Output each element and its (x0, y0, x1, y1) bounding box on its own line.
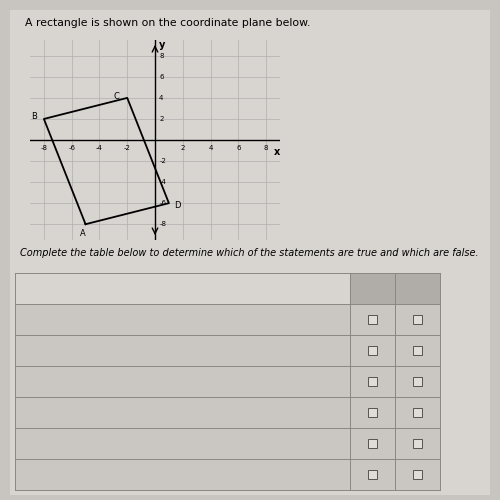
Text: x: x (274, 148, 280, 158)
Text: 4: 4 (208, 146, 212, 152)
Text: -6: -6 (68, 146, 75, 152)
Text: False: False (404, 284, 430, 292)
Text: 4: 4 (159, 95, 164, 101)
Text: 8: 8 (159, 53, 164, 59)
Text: True: True (362, 284, 384, 292)
Text: D: D (174, 201, 181, 210)
Text: C: C (113, 92, 119, 102)
Text: The value of the area is 60 square units.: The value of the area is 60 square units… (20, 439, 195, 448)
Text: 6: 6 (159, 74, 164, 80)
Text: y: y (159, 40, 166, 50)
Text: -8: -8 (40, 146, 48, 152)
Text: 8: 8 (264, 146, 268, 152)
Text: 6: 6 (236, 146, 240, 152)
Text: -2: -2 (124, 146, 130, 152)
Text: Complete the table below to determine which of the statements are true and which: Complete the table below to determine wh… (20, 248, 478, 258)
Text: -4: -4 (96, 146, 103, 152)
Text: 2: 2 (180, 146, 185, 152)
Text: -6: -6 (159, 200, 166, 206)
Text: The value of BC is 7.2 units.: The value of BC is 7.2 units. (20, 346, 141, 354)
Text: -4: -4 (159, 179, 166, 185)
Text: The value of the perimeter is 33.4 units.: The value of the perimeter is 33.4 units… (20, 377, 194, 386)
Text: -2: -2 (159, 158, 166, 164)
Text: 2: 2 (159, 116, 164, 122)
Text: A: A (80, 230, 86, 238)
Text: -8: -8 (159, 221, 166, 227)
Text: A rectangle is shown on the coordinate plane below.: A rectangle is shown on the coordinate p… (25, 18, 310, 28)
Text: B: B (31, 112, 37, 122)
Text: The value of the perimeter is 30 units.: The value of the perimeter is 30 units. (20, 408, 186, 417)
Text: The value of AB is 9.5 units.: The value of AB is 9.5 units. (20, 314, 141, 324)
Text: The value of the area is 68.4 square units.: The value of the area is 68.4 square uni… (20, 470, 203, 479)
